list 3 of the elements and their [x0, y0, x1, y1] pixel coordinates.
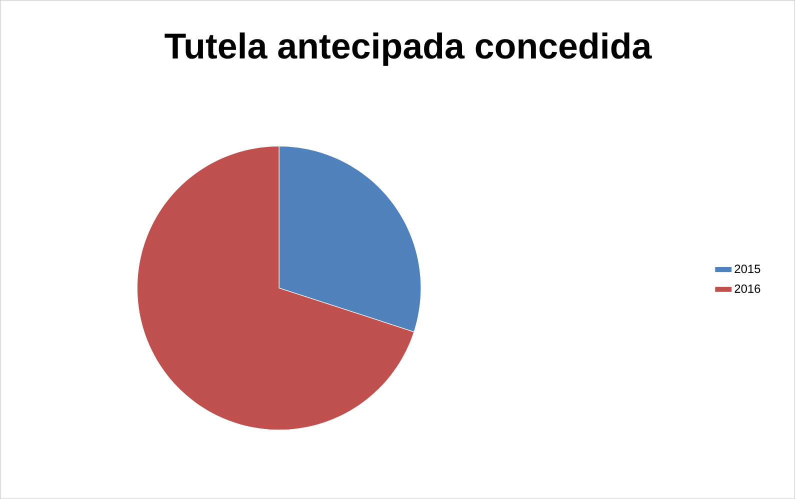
chart-title: Tutela antecipada concedida	[164, 32, 652, 66]
legend-label: 2015	[734, 264, 760, 274]
legend-label: 2016	[734, 284, 760, 293]
